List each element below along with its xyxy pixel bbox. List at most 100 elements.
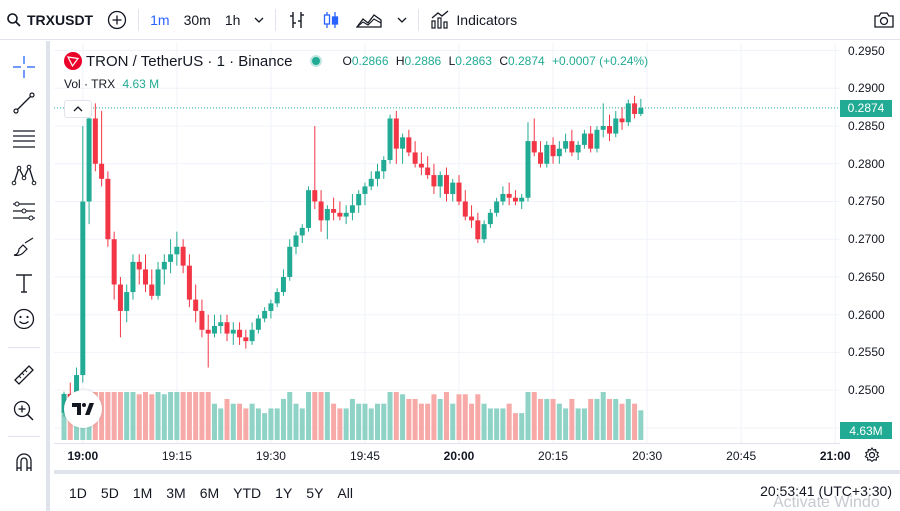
range-5y[interactable]: 5Y — [306, 484, 324, 501]
icon-tool[interactable] — [8, 303, 40, 335]
volume-bar — [381, 403, 387, 440]
projection-tool[interactable] — [8, 195, 40, 227]
candle-body — [487, 212, 493, 225]
candle-body — [306, 190, 312, 228]
range-ytd[interactable]: YTD — [233, 484, 262, 501]
interval-1m[interactable]: 1m — [150, 11, 170, 28]
volume-bar — [450, 403, 456, 440]
candle-body — [443, 175, 449, 194]
ohlc-key-high: H — [395, 54, 405, 68]
candle-body — [255, 318, 261, 330]
candle-body — [349, 205, 355, 213]
candle-body — [193, 299, 199, 311]
price-axis[interactable]: 0.2950 0.2900 0.2850 0.2800 0.2750 0.2700 0.26… — [840, 43, 900, 443]
indicators-button[interactable]: Indicators — [423, 0, 524, 40]
last-price-label: 0.2874 — [840, 99, 892, 117]
bar-style-button[interactable] — [280, 0, 314, 40]
timezone-clock[interactable]: 20:53:41 (UTC+3:30) — [760, 483, 892, 499]
compare-symbol-button[interactable] — [100, 0, 134, 40]
crosshair-tool[interactable] — [8, 51, 40, 83]
candle-body — [425, 167, 431, 176]
volume-bar — [255, 408, 261, 440]
candle-body — [80, 201, 86, 376]
candle-body — [331, 209, 337, 213]
volume-bar — [619, 403, 625, 440]
range-1d[interactable]: 1D — [69, 484, 87, 501]
text-icon — [16, 274, 32, 293]
candle-body — [406, 137, 412, 153]
bottom-toolbar: 1D 5D 1M 3M 6M YTD 1Y 5Y All 20:53:41 (U… — [54, 470, 900, 511]
trend-line-tool[interactable] — [8, 87, 40, 119]
candlestick-chart[interactable] — [54, 43, 840, 443]
candle-body — [594, 129, 600, 149]
candle-body — [105, 178, 111, 240]
zoom-tool[interactable] — [8, 395, 40, 427]
chart-type-dropdown[interactable] — [390, 0, 414, 40]
volume-bar — [443, 392, 449, 440]
candle-body — [111, 239, 117, 285]
volume-bar — [512, 413, 518, 440]
collapse-legend-button[interactable] — [64, 100, 92, 118]
volume-bar — [375, 403, 380, 440]
pattern-icon — [11, 164, 37, 186]
chart-title[interactable]: TRON / TetherUS · 1 · Binance — [86, 52, 293, 70]
chart-pane[interactable] — [54, 43, 840, 443]
area-style-button[interactable] — [348, 0, 390, 40]
interval-dropdown[interactable] — [247, 0, 271, 40]
volume-bar — [262, 413, 268, 440]
volume-bar — [274, 408, 280, 440]
range-1m[interactable]: 1M — [132, 484, 153, 501]
candle-body — [494, 201, 500, 213]
candle-body — [99, 163, 105, 179]
trend-line-icon — [13, 92, 35, 114]
tradingview-logo[interactable] — [64, 390, 102, 428]
volume-bar — [174, 392, 180, 440]
volume-bar — [594, 398, 600, 440]
volume-bar — [136, 394, 142, 440]
volume-bar — [324, 392, 330, 440]
volume-label[interactable]: Vol · TRX — [64, 77, 116, 91]
price-change: +0.0007 (+0.24%) — [552, 54, 649, 68]
brush-tool[interactable] — [8, 231, 40, 263]
gear-icon — [864, 447, 880, 463]
candle-body — [569, 141, 575, 153]
volume-bar — [606, 398, 612, 440]
candle-body — [293, 235, 299, 247]
time-tick-label: 20:45 — [726, 449, 757, 463]
candle-body — [180, 246, 186, 266]
range-all[interactable]: All — [337, 484, 353, 501]
magnet-tool[interactable] — [8, 446, 40, 478]
volume-bar — [343, 408, 349, 440]
volume-bar — [456, 394, 462, 440]
range-1y[interactable]: 1Y — [275, 484, 293, 501]
candle-body — [431, 175, 437, 187]
interval-1h[interactable]: 1h — [224, 11, 241, 28]
chevron-down-icon — [254, 17, 264, 23]
candle-body — [606, 126, 612, 134]
symbol-search[interactable]: TRXUSDT — [0, 0, 100, 40]
candle-body — [575, 144, 581, 153]
volume-bar — [287, 392, 293, 440]
interval-30m[interactable]: 30m — [183, 11, 211, 28]
candle-body — [519, 197, 525, 202]
volume-bar — [613, 398, 619, 440]
pattern-tool[interactable] — [8, 159, 40, 191]
volume-bar — [237, 403, 243, 440]
chart-settings-button[interactable] — [860, 445, 884, 465]
ohlc-low: 0.2863 — [455, 54, 492, 68]
candles-style-button[interactable] — [314, 0, 348, 40]
measure-tool[interactable] — [8, 359, 40, 391]
range-3m[interactable]: 3M — [166, 484, 186, 501]
snapshot-button[interactable] — [866, 0, 900, 40]
range-6m[interactable]: 6M — [199, 484, 220, 501]
fib-retracement-tool[interactable] — [8, 123, 40, 155]
time-axis[interactable]: 19:00 19:15 19:30 19:45 20:00 20:15 20:30 20:45… — [54, 443, 851, 467]
candle-body — [143, 269, 149, 285]
market-status-indicator[interactable] — [310, 55, 323, 67]
range-5d[interactable]: 5D — [100, 484, 119, 501]
plus-circle-icon — [107, 10, 127, 29]
volume-bar — [437, 398, 443, 440]
candle-body — [237, 329, 243, 338]
volume-bar — [312, 392, 318, 440]
text-tool[interactable] — [8, 267, 40, 299]
